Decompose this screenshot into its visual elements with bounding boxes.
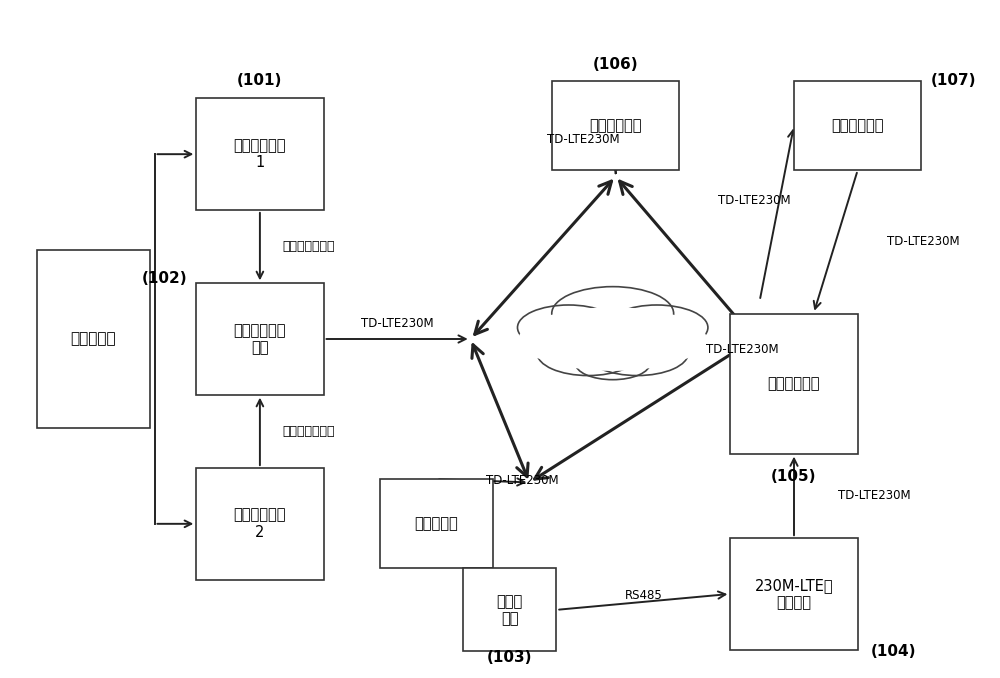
Text: (105): (105) — [771, 468, 817, 483]
Text: TD-LTE230M: TD-LTE230M — [361, 317, 433, 330]
Text: (106): (106) — [593, 58, 638, 73]
FancyBboxPatch shape — [794, 81, 921, 170]
Text: (101): (101) — [237, 73, 283, 88]
Text: TD-LTE230M: TD-LTE230M — [570, 332, 655, 346]
FancyBboxPatch shape — [380, 479, 493, 568]
Ellipse shape — [575, 346, 650, 380]
FancyBboxPatch shape — [730, 313, 858, 454]
Text: 多功能
电表: 多功能 电表 — [497, 594, 523, 626]
Text: RS485: RS485 — [624, 589, 662, 602]
Text: 远程系统主站: 远程系统主站 — [831, 118, 884, 133]
Ellipse shape — [517, 305, 620, 350]
Text: 配变监测终端: 配变监测终端 — [768, 376, 820, 391]
Text: 无线数据收发
模块: 无线数据收发 模块 — [234, 323, 286, 355]
FancyBboxPatch shape — [196, 468, 324, 580]
Text: (103): (103) — [487, 650, 533, 665]
Text: (104): (104) — [870, 644, 916, 659]
Ellipse shape — [552, 287, 674, 340]
Ellipse shape — [519, 307, 707, 371]
Text: 远程系统子站: 远程系统子站 — [589, 118, 642, 133]
Text: 电源采样模块
2: 电源采样模块 2 — [234, 508, 286, 540]
Text: 配电变压器: 配电变压器 — [70, 332, 116, 346]
FancyBboxPatch shape — [37, 250, 150, 428]
Text: (102): (102) — [142, 271, 188, 286]
Text: 无线微功率信道: 无线微功率信道 — [283, 425, 335, 438]
Text: (107): (107) — [931, 73, 977, 88]
Text: TD-LTE230M: TD-LTE230M — [718, 194, 791, 207]
Text: TD-LTE230M: TD-LTE230M — [486, 475, 558, 487]
Text: 电源采样模块
1: 电源采样模块 1 — [234, 138, 286, 170]
Text: TD-LTE230M: TD-LTE230M — [547, 133, 620, 146]
FancyBboxPatch shape — [463, 568, 556, 652]
Ellipse shape — [537, 330, 639, 376]
Text: 便携式主站: 便携式主站 — [414, 517, 458, 532]
FancyBboxPatch shape — [196, 98, 324, 210]
Ellipse shape — [586, 330, 688, 376]
Text: TD-LTE230M: TD-LTE230M — [706, 343, 779, 357]
FancyBboxPatch shape — [196, 283, 324, 395]
Text: TD-LTE230M: TD-LTE230M — [887, 235, 960, 248]
Text: TD-LTE230M: TD-LTE230M — [838, 490, 911, 502]
Ellipse shape — [606, 305, 708, 350]
FancyBboxPatch shape — [552, 81, 679, 170]
FancyBboxPatch shape — [730, 538, 858, 650]
Text: 无线微功率信道: 无线微功率信道 — [283, 240, 335, 253]
Text: 230M-LTE无
线采集器: 230M-LTE无 线采集器 — [755, 578, 833, 610]
